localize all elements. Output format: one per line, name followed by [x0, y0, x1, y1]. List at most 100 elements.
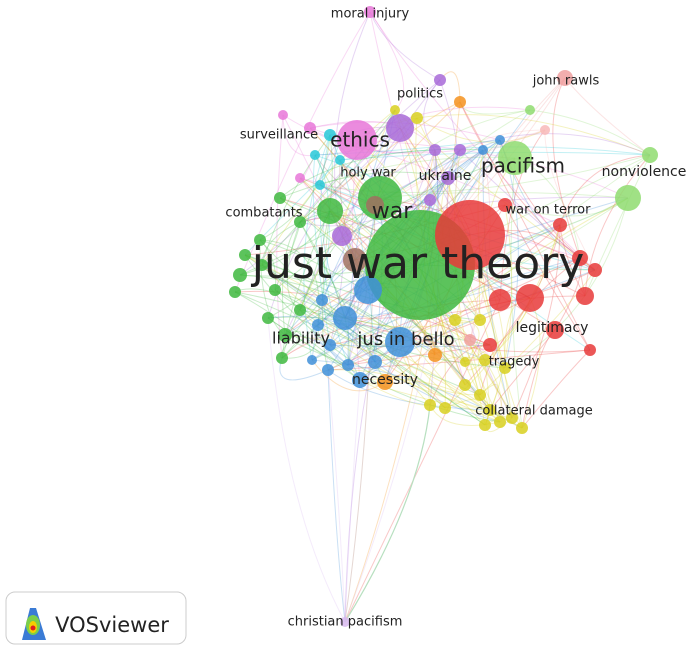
- node: [464, 334, 476, 346]
- node-label: moral injury: [331, 7, 410, 22]
- node: [424, 399, 436, 411]
- edge: [281, 221, 301, 336]
- edge: [559, 154, 651, 226]
- node: [478, 145, 488, 155]
- node: [489, 289, 511, 311]
- edge: [281, 210, 331, 359]
- edge: [279, 148, 484, 199]
- logo-text: VOSviewer: [55, 613, 169, 637]
- node: [310, 150, 320, 160]
- edge: [261, 264, 501, 423]
- edge: [244, 254, 523, 429]
- edge: [239, 149, 461, 276]
- node: [294, 304, 306, 316]
- node-label: pacifism: [481, 154, 565, 178]
- node: [307, 355, 317, 365]
- edge: [423, 79, 441, 151]
- edge: [347, 109, 396, 366]
- node: [335, 155, 345, 165]
- node: [368, 355, 382, 369]
- node: [262, 312, 274, 324]
- node: [460, 357, 470, 367]
- edge: [261, 210, 331, 266]
- node: [454, 96, 466, 108]
- logo-icon: [30, 625, 36, 631]
- edge: [459, 133, 651, 156]
- edge: [312, 154, 331, 346]
- edge: [279, 171, 449, 199]
- edge: [284, 334, 501, 423]
- node-label: war: [372, 199, 413, 224]
- edge: [327, 369, 491, 411]
- edge: [444, 398, 490, 426]
- node-label: ethics: [330, 128, 390, 152]
- edge: [454, 319, 480, 363]
- node-label: liability: [272, 329, 330, 348]
- edge: [244, 159, 341, 256]
- node: [424, 194, 436, 206]
- edge: [484, 224, 561, 361]
- edge: [584, 154, 651, 297]
- node: [429, 144, 441, 156]
- edge: [544, 129, 596, 271]
- node: [428, 348, 442, 362]
- node: [340, 617, 350, 627]
- node: [324, 339, 336, 351]
- edge: [234, 291, 346, 319]
- node-label: surveillance: [240, 128, 318, 143]
- edge: [329, 344, 491, 348]
- node: [454, 144, 466, 156]
- node: [484, 404, 496, 416]
- node: [540, 125, 550, 135]
- node-label: jus in bello: [356, 329, 454, 350]
- node-label: christian pacifism: [288, 615, 403, 630]
- edge: [267, 317, 346, 623]
- node: [494, 416, 506, 428]
- edge: [244, 254, 466, 363]
- labels: moral injury john rawls politics surveillan…: [225, 7, 686, 630]
- edge: [244, 254, 386, 383]
- edge: [347, 109, 396, 366]
- edge: [369, 11, 596, 271]
- node: [364, 6, 376, 18]
- node-label: tragedy: [489, 355, 540, 370]
- node: [254, 234, 266, 246]
- node: [354, 276, 382, 304]
- node: [483, 338, 497, 352]
- node: [434, 74, 446, 86]
- node-label: nonviolence: [602, 164, 687, 180]
- edge: [259, 239, 320, 326]
- node: [274, 192, 286, 204]
- node: [584, 344, 596, 356]
- node: [352, 372, 368, 388]
- edge: [486, 409, 513, 433]
- edge: [552, 77, 581, 259]
- node: [256, 259, 268, 271]
- nodes: [229, 6, 658, 627]
- node: [324, 129, 336, 141]
- edge: [344, 379, 361, 623]
- edge: [428, 356, 486, 406]
- node: [322, 364, 334, 376]
- edge: [484, 359, 502, 426]
- node: [479, 419, 491, 431]
- edge: [459, 101, 591, 351]
- node: [332, 226, 352, 246]
- edge: [356, 106, 531, 141]
- edge: [259, 239, 466, 363]
- node: [312, 319, 324, 331]
- edge: [521, 349, 591, 429]
- edge: [321, 210, 331, 371]
- edge: [416, 117, 546, 143]
- edge: [314, 139, 501, 156]
- node: [366, 196, 384, 214]
- node: [239, 249, 251, 261]
- edge: [564, 77, 651, 156]
- node: [498, 141, 532, 175]
- node: [557, 70, 573, 86]
- node: [276, 352, 288, 364]
- node: [459, 379, 471, 391]
- node-label: collateral damage: [475, 404, 593, 419]
- node-label: ukraine: [419, 168, 472, 184]
- node-label: just war theory: [251, 238, 585, 289]
